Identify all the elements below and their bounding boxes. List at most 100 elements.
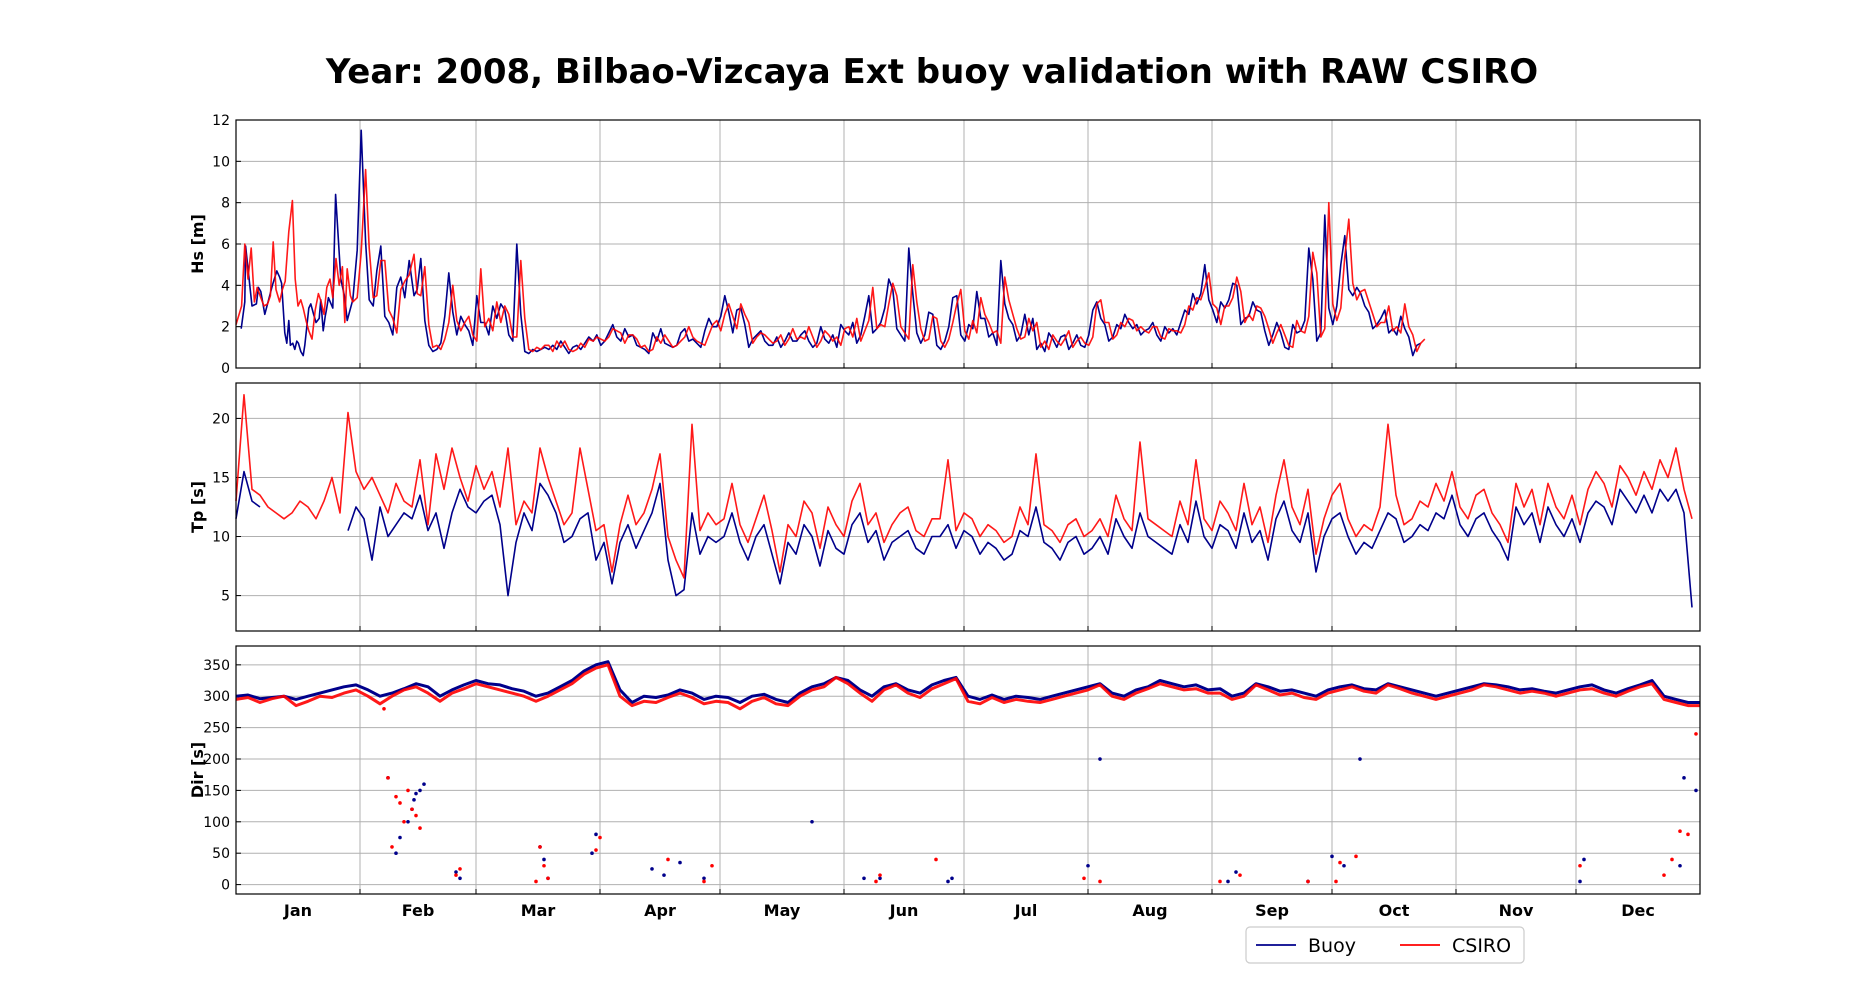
x-tick-label-aug: Aug [1132, 901, 1167, 920]
point-dir-buoy-17 [662, 873, 666, 877]
y-tick-label-tp-0: 5 [221, 589, 230, 605]
point-dir-csiro-10 [454, 873, 458, 877]
point-dir-buoy-36 [1682, 776, 1686, 780]
x-tick-label-may: May [764, 901, 801, 920]
point-dir-buoy-1 [394, 851, 398, 855]
point-dir-csiro-2 [390, 845, 394, 849]
point-dir-csiro-23 [934, 857, 938, 862]
y-tick-label-hs-2: 4 [221, 278, 230, 294]
axes-frame-tp [235, 382, 1701, 632]
x-tick-label-jun: Jun [889, 901, 919, 920]
x-tick-label-jul: Jul [1014, 901, 1038, 920]
point-dir-csiro-13 [538, 845, 542, 849]
point-dir-buoy-23 [946, 879, 950, 884]
legend-box [1245, 926, 1525, 964]
point-dir-buoy-6 [414, 791, 418, 796]
x-tick-label-oct: Oct [1379, 901, 1410, 920]
legend-label-csiro: CSIRO [1452, 935, 1511, 957]
point-dir-buoy-28 [1234, 870, 1238, 874]
y-tick-label-tp-3: 20 [212, 411, 230, 427]
y-tick-label-tp-2: 15 [212, 470, 230, 486]
x-tick-label-feb: Feb [402, 901, 435, 920]
point-dir-csiro-24 [1082, 876, 1086, 881]
point-dir-buoy-22 [878, 876, 882, 881]
point-dir-csiro-4 [398, 801, 402, 805]
point-dir-csiro-33 [1662, 873, 1666, 877]
point-dir-buoy-15 [594, 832, 598, 837]
chart-title: Year: 2008, Bilbao-Vizcaya Ext buoy vali… [325, 52, 1539, 92]
point-dir-csiro-22 [878, 873, 882, 877]
point-dir-buoy-19 [702, 876, 706, 881]
y-tick-label-tp-1: 10 [212, 530, 230, 546]
point-dir-csiro-6 [406, 788, 410, 793]
y-tick-label-dir-7: 350 [203, 658, 230, 674]
point-dir-csiro-3 [394, 794, 398, 799]
point-dir-csiro-9 [418, 826, 422, 830]
point-dir-buoy-8 [422, 782, 426, 786]
point-dir-buoy-9 [454, 870, 458, 874]
point-dir-csiro-21 [874, 879, 878, 884]
point-dir-buoy-7 [418, 788, 422, 793]
point-dir-buoy-20 [810, 819, 814, 824]
point-dir-csiro-28 [1306, 879, 1310, 884]
y-axis-label-dir: Dir [s] [188, 742, 207, 798]
point-dir-buoy-24 [950, 876, 954, 881]
point-dir-csiro-16 [594, 848, 598, 852]
point-dir-csiro-30 [1338, 860, 1342, 865]
point-dir-csiro-20 [710, 863, 714, 868]
point-dir-buoy-3 [406, 819, 410, 824]
point-dir-csiro-11 [458, 867, 462, 871]
y-tick-label-dir-3: 150 [203, 783, 230, 799]
series-tp-csiro [235, 394, 1693, 579]
point-dir-buoy-10 [458, 876, 462, 881]
point-dir-csiro-12 [534, 879, 538, 884]
point-dir-csiro-36 [1686, 832, 1690, 837]
point-dir-buoy-16 [650, 867, 654, 871]
point-dir-csiro-5 [402, 819, 406, 824]
point-dir-csiro-1 [386, 776, 390, 780]
point-dir-csiro-0 [382, 706, 386, 711]
y-tick-label-dir-1: 50 [212, 846, 230, 862]
y-axis-label-hs: Hs [m] [188, 214, 207, 274]
point-dir-buoy-12 [542, 857, 546, 862]
legend-label-buoy: Buoy [1308, 935, 1356, 957]
y-tick-label-dir-0: 0 [221, 878, 230, 894]
point-dir-csiro-27 [1238, 873, 1242, 877]
x-tick-label-mar: Mar [521, 901, 556, 920]
series-hs-csiro [235, 168, 1426, 353]
point-dir-csiro-32 [1578, 863, 1582, 868]
y-tick-label-hs-4: 8 [221, 196, 230, 212]
point-dir-buoy-18 [678, 860, 682, 865]
point-dir-csiro-37 [1694, 732, 1698, 736]
y-axis-label-tp: Tp [s] [188, 481, 207, 533]
point-dir-buoy-30 [1330, 854, 1334, 859]
point-dir-buoy-5 [412, 798, 416, 802]
y-tick-label-dir-5: 250 [203, 721, 230, 737]
point-dir-csiro-7 [410, 807, 414, 812]
series-tp-buoy [235, 470, 1693, 608]
point-dir-buoy-25 [1086, 863, 1090, 868]
point-dir-buoy-27 [1226, 879, 1230, 884]
point-dir-buoy-26 [1098, 757, 1102, 761]
y-tick-label-hs-5: 10 [212, 154, 230, 170]
y-tick-label-dir-6: 300 [203, 689, 230, 705]
point-dir-csiro-35 [1678, 829, 1682, 834]
y-tick-label-dir-4: 200 [203, 752, 230, 768]
x-tick-label-dec: Dec [1621, 901, 1655, 920]
point-dir-buoy-37 [1694, 788, 1698, 793]
x-tick-label-sep: Sep [1255, 901, 1289, 920]
point-dir-buoy-31 [1342, 863, 1346, 868]
point-dir-buoy-32 [1358, 757, 1362, 761]
x-tick-label-nov: Nov [1499, 901, 1534, 920]
point-dir-csiro-26 [1218, 879, 1222, 884]
y-tick-label-hs-6: 12 [212, 113, 230, 129]
point-dir-buoy-33 [1578, 879, 1582, 884]
point-dir-csiro-18 [666, 857, 670, 862]
point-dir-buoy-35 [1678, 863, 1682, 868]
point-dir-csiro-29 [1334, 879, 1338, 884]
point-dir-csiro-25 [1098, 879, 1102, 884]
point-dir-csiro-8 [414, 813, 418, 818]
point-dir-buoy-21 [862, 876, 866, 881]
